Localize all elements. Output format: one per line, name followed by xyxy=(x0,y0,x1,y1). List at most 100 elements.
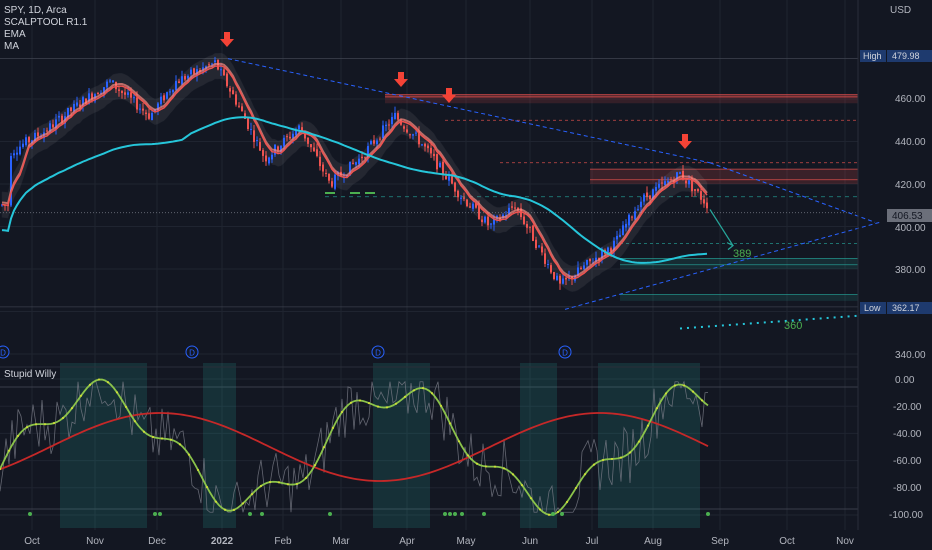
projection-389 xyxy=(709,209,734,246)
svg-text:-60.00: -60.00 xyxy=(893,456,922,467)
sell-arrow xyxy=(678,134,692,149)
oscillator-axis[interactable]: 0.00 -20.00 -40.00 -60.00 -80.00 -100.00 xyxy=(889,375,923,521)
sell-arrow xyxy=(394,72,408,87)
arrow-head xyxy=(726,242,735,251)
time-tick: May xyxy=(457,536,476,547)
candle-body xyxy=(283,137,285,147)
candle-body xyxy=(523,216,525,225)
osc-dot xyxy=(664,392,668,395)
time-tick: Oct xyxy=(24,536,40,547)
candle-body xyxy=(679,172,681,174)
candle-body xyxy=(580,267,582,269)
indicator-scalptool[interactable]: SCALPTOOL R1.1 xyxy=(4,17,88,28)
osc-dot xyxy=(178,443,182,446)
candle-body xyxy=(649,195,651,200)
candle-body xyxy=(298,125,300,130)
candle-body xyxy=(133,97,135,99)
candle-body xyxy=(37,132,39,137)
candle-body xyxy=(397,113,399,120)
osc-dot xyxy=(475,462,479,465)
candle-body xyxy=(616,235,618,240)
candle-body xyxy=(160,96,162,105)
candle-body xyxy=(247,118,249,130)
candle-body xyxy=(367,146,369,158)
candle-body xyxy=(547,264,549,266)
osc-dot xyxy=(466,454,470,457)
candle-body xyxy=(682,170,684,180)
indicator-ma[interactable]: MA xyxy=(4,41,19,52)
osc-dot xyxy=(79,394,83,397)
candle-body xyxy=(640,201,642,208)
osc-dot xyxy=(529,497,533,500)
candle-body xyxy=(556,275,558,281)
uptrend-line xyxy=(564,221,881,310)
candle-body xyxy=(358,158,360,165)
osc-dot xyxy=(439,404,443,407)
candle-body xyxy=(577,267,579,276)
osc-dot xyxy=(574,486,578,490)
chart-legend[interactable]: SPY, 1D, Arca SCALPTOOL R1.1 EMA MA xyxy=(4,5,87,53)
projection-360 xyxy=(679,314,859,330)
candle-body xyxy=(409,134,411,136)
candle-body xyxy=(271,154,273,160)
candle-body xyxy=(34,132,36,142)
candle-body xyxy=(406,129,408,133)
dividend-marker-label: D xyxy=(562,349,568,358)
candle-body xyxy=(601,249,603,259)
candle-body xyxy=(424,143,426,147)
candle-body xyxy=(475,203,477,208)
candle-body xyxy=(166,92,168,99)
candle-body xyxy=(622,225,624,236)
osc-dot xyxy=(385,406,389,409)
candle-body xyxy=(316,149,318,156)
dividend-marker-label: D xyxy=(375,349,381,358)
time-axis[interactable]: Oct Nov Dec 2022 Feb Mar Apr May Jun Jul Aug Sep Oct… xyxy=(24,536,854,547)
osc-dot xyxy=(583,473,587,476)
osc-dot xyxy=(592,463,596,466)
indicator-ema[interactable]: EMA xyxy=(4,29,26,40)
candle-body xyxy=(349,161,351,176)
candle-body xyxy=(61,115,63,123)
annotation-marks xyxy=(220,32,692,194)
candle-body xyxy=(211,63,213,65)
symbol-title[interactable]: SPY, 1D, Arca xyxy=(4,5,67,16)
osc-dot xyxy=(619,456,623,459)
candle-body xyxy=(106,81,108,88)
candle-body xyxy=(235,94,237,105)
price-axis[interactable]: USD 460.00 440.00 420.00 400.00 380.00 3… xyxy=(890,5,926,361)
osc-dot xyxy=(313,464,317,467)
candle-body xyxy=(112,80,114,83)
candle-body xyxy=(145,112,147,114)
oscillator-title[interactable]: Stupid Willy xyxy=(4,369,56,380)
candle-body xyxy=(688,180,690,185)
candle-body xyxy=(307,137,309,144)
candle-body xyxy=(508,207,510,214)
candle-body xyxy=(181,76,183,85)
candle-body xyxy=(193,68,195,74)
osc-dot xyxy=(358,399,362,402)
osc-zone xyxy=(203,363,236,528)
candle-body xyxy=(127,92,129,95)
candle-body xyxy=(16,152,18,155)
candle-body xyxy=(202,67,204,70)
price-tick: 340.00 xyxy=(895,350,926,361)
candle-body xyxy=(460,197,462,199)
candle-body xyxy=(451,176,453,184)
candle-body xyxy=(559,275,561,284)
osc-dot xyxy=(286,483,290,486)
candle-body xyxy=(526,224,528,228)
osc-dot xyxy=(637,440,641,443)
dividend-marker-label: D xyxy=(189,349,195,358)
candle-body xyxy=(232,90,234,95)
candle-body xyxy=(658,183,660,188)
ema-line-upper xyxy=(1,62,708,278)
candle-body xyxy=(130,92,132,98)
candle-body xyxy=(637,209,639,211)
candle-body xyxy=(286,136,288,138)
candle-body xyxy=(229,88,231,92)
osc-dot xyxy=(25,426,29,429)
candle-body xyxy=(457,190,459,198)
candle-body xyxy=(280,145,282,153)
